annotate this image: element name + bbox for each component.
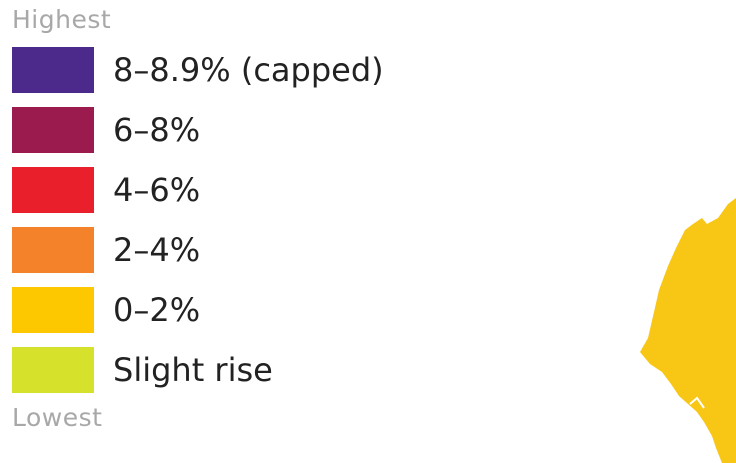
legend-item-label: Slight rise (113, 351, 273, 389)
legend-swatch (12, 107, 94, 153)
legend-item: 0–2% (12, 287, 384, 333)
legend-item-label: 4–6% (113, 171, 201, 209)
legend-item: Slight rise (12, 347, 384, 393)
legend: 8–8.9% (capped) 6–8% 4–6% 2–4% 0–2% Slight ri… (12, 47, 384, 407)
legend-item: 6–8% (12, 107, 384, 153)
legend-item-label: 2–4% (113, 231, 201, 269)
legend-swatch (12, 227, 94, 273)
legend-item-label: 6–8% (113, 111, 201, 149)
legend-item-label: 8–8.9% (capped) (113, 51, 384, 89)
legend-item: 4–6% (12, 167, 384, 213)
region-area (640, 198, 736, 463)
legend-item: 8–8.9% (capped) (12, 47, 384, 93)
legend-highest-label: Highest (12, 5, 112, 34)
legend-lowest-label: Lowest (12, 403, 103, 432)
legend-item: 2–4% (12, 227, 384, 273)
coastline-detail (689, 396, 705, 409)
legend-swatch (12, 47, 94, 93)
legend-item-label: 0–2% (113, 291, 201, 329)
legend-swatch (12, 287, 94, 333)
legend-swatch (12, 347, 94, 393)
legend-swatch (12, 167, 94, 213)
